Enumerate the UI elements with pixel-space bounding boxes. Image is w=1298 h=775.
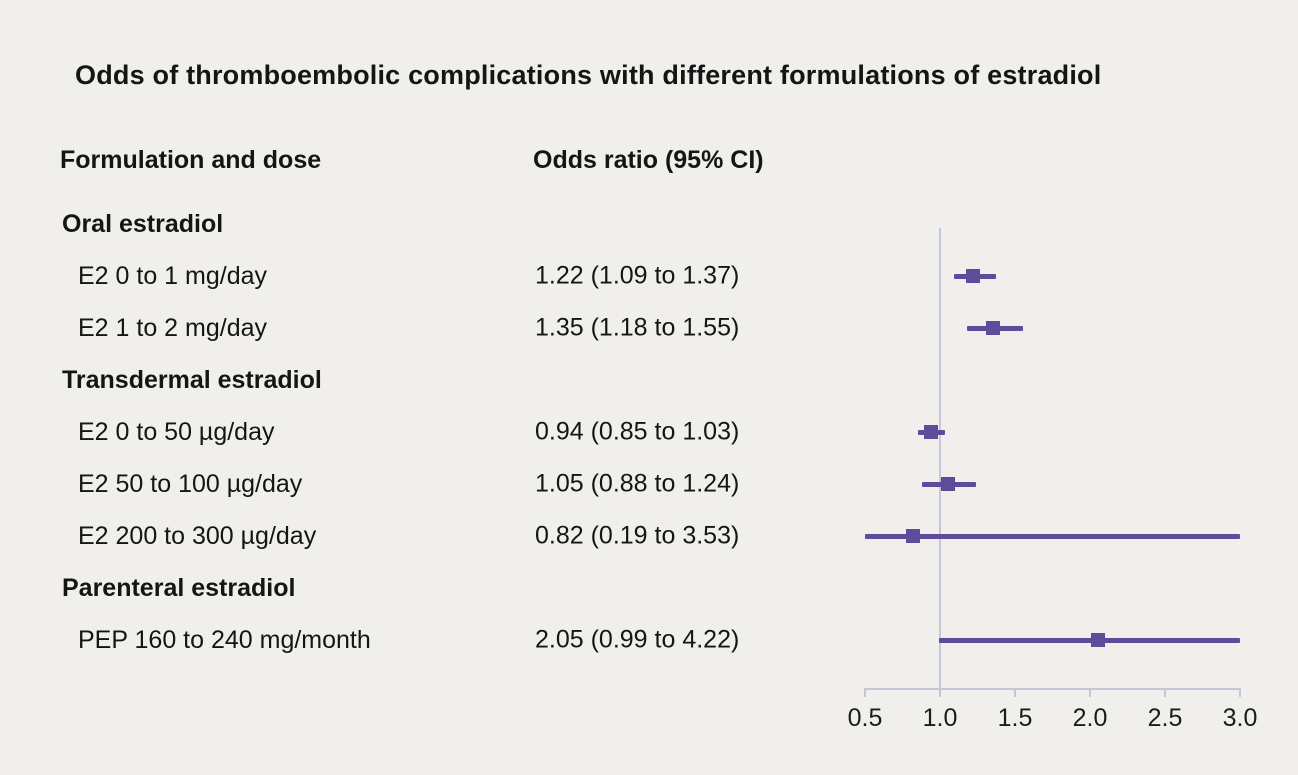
column-header-formulation: Formulation and dose — [60, 146, 322, 174]
item-row: PEP 160 to 240 mg/month 2.05 (0.99 to 4.2… — [0, 614, 860, 666]
x-axis-tick — [1014, 688, 1016, 697]
x-axis-tick-label: 0.5 — [847, 704, 883, 732]
row-label: E2 1 to 2 mg/day — [78, 313, 268, 342]
x-axis-tick — [1239, 688, 1241, 697]
x-axis-tick-label: 2.5 — [1147, 704, 1183, 732]
row-label: E2 0 to 1 mg/day — [78, 261, 268, 290]
odds-ratio-value: 1.35 (1.18 to 1.55) — [535, 313, 740, 342]
row-label: Transdermal estradiol — [62, 365, 322, 394]
point-estimate-marker — [1090, 633, 1105, 647]
x-axis-tick-label: 1.0 — [922, 704, 958, 732]
row-label: E2 200 to 300 µg/day — [78, 521, 317, 550]
item-row: E2 50 to 100 µg/day 1.05 (0.88 to 1.24) — [0, 458, 860, 510]
point-estimate-marker — [966, 269, 980, 283]
x-axis-tick-label: 3.0 — [1222, 704, 1258, 732]
odds-ratio-value: 1.05 (0.88 to 1.24) — [535, 469, 740, 498]
row-label: E2 50 to 100 µg/day — [78, 469, 303, 498]
odds-ratio-value: 0.94 (0.85 to 1.03) — [535, 417, 740, 446]
row-label: PEP 160 to 240 mg/month — [78, 625, 371, 654]
column-header-odds-ratio: Odds ratio (95% CI) — [533, 146, 764, 174]
odds-ratio-value: 2.05 (0.99 to 4.22) — [535, 625, 740, 654]
x-axis-tick-label: 2.0 — [1072, 704, 1108, 732]
item-row: E2 1 to 2 mg/day 1.35 (1.18 to 1.55) — [0, 302, 860, 354]
group-row: Oral estradiol — [0, 198, 860, 250]
odds-ratio-value: 0.82 (0.19 to 3.53) — [535, 521, 740, 550]
point-estimate-marker — [985, 321, 1000, 335]
row-label: Oral estradiol — [62, 209, 224, 238]
reference-line — [939, 228, 941, 688]
item-row: E2 0 to 1 mg/day 1.22 (1.09 to 1.37) — [0, 250, 860, 302]
x-axis-tick — [1164, 688, 1166, 697]
group-row: Transdermal estradiol — [0, 354, 860, 406]
ci-line — [865, 533, 1240, 539]
x-axis-tick — [1089, 688, 1091, 697]
point-estimate-marker — [906, 529, 920, 543]
group-row: Parenteral estradiol — [0, 562, 860, 614]
x-axis-tick — [864, 688, 866, 697]
item-row: E2 200 to 300 µg/day 0.82 (0.19 to 3.53) — [0, 510, 860, 562]
item-row: E2 0 to 50 µg/day 0.94 (0.85 to 1.03) — [0, 406, 860, 458]
row-label: Parenteral estradiol — [62, 573, 296, 602]
x-axis-tick-label: 1.5 — [997, 704, 1033, 732]
point-estimate-marker — [924, 425, 938, 439]
ci-line — [938, 637, 1240, 643]
row-label: E2 0 to 50 µg/day — [78, 417, 275, 446]
point-estimate-marker — [940, 477, 955, 491]
x-axis-tick — [939, 688, 941, 697]
odds-ratio-value: 1.22 (1.09 to 1.37) — [535, 261, 740, 290]
x-axis-line — [865, 688, 1240, 690]
chart-title: Odds of thromboembolic complications wit… — [75, 60, 1102, 90]
